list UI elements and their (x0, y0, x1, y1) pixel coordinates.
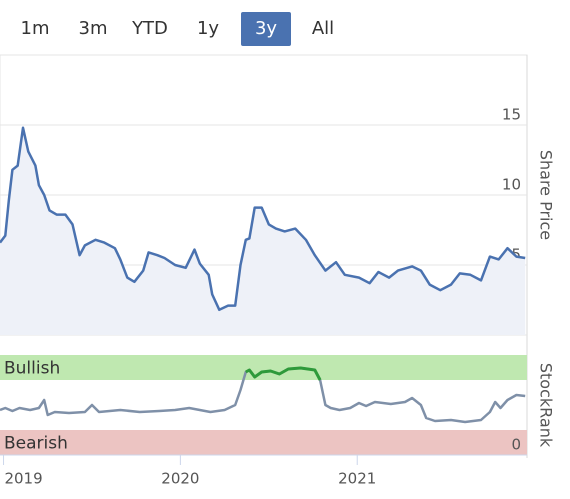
y-tick-label: 5 (511, 246, 521, 264)
bullish-highlight (245, 366, 322, 381)
range-button[interactable]: 3y (255, 18, 277, 39)
rank-band (0, 430, 527, 455)
area-fill (0, 127, 526, 335)
range-button[interactable]: 1y (197, 18, 219, 39)
x-tick-label: 2021 (338, 470, 376, 488)
price-line (0, 126, 526, 312)
range-button-selected[interactable] (241, 12, 291, 46)
band-label: Bearish (4, 434, 68, 454)
range-button[interactable]: All (312, 18, 334, 39)
band-label: Bullish (4, 359, 60, 379)
y-tick-label: 10 (502, 176, 521, 194)
range-button[interactable]: 3m (79, 18, 108, 39)
rank-axis-title: StockRank (537, 363, 556, 448)
range-button[interactable]: YTD (131, 18, 168, 39)
y-tick-label: 15 (502, 106, 521, 124)
x-tick-label: 2020 (161, 470, 199, 488)
range-button[interactable]: 1m (21, 18, 50, 39)
rank-band (0, 355, 527, 380)
y-tick-label: 0 (511, 436, 521, 454)
x-tick-label: 2019 (4, 470, 42, 488)
price-axis-title: Share Price (537, 150, 556, 240)
